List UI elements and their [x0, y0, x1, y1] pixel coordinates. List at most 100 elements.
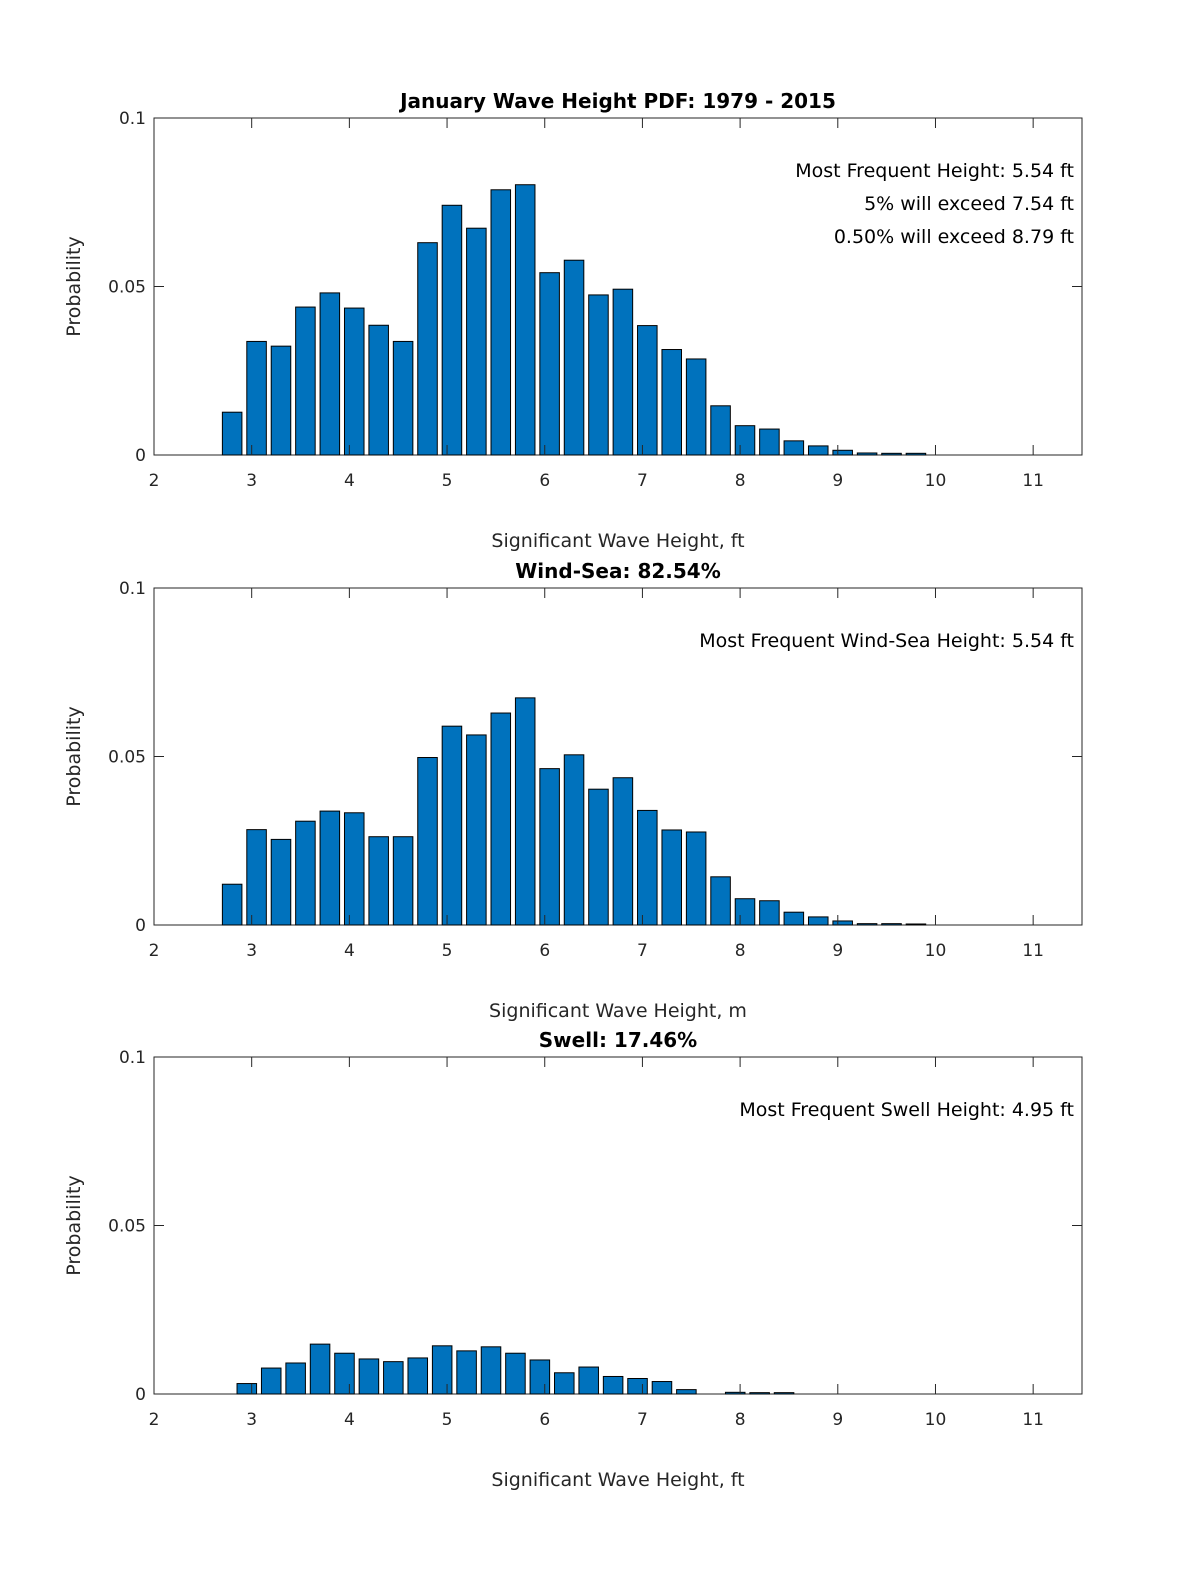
x-tick-label: 3 [246, 471, 257, 491]
bar [685, 358, 707, 456]
bar [343, 812, 365, 926]
y-axis-label: Probability [63, 1175, 85, 1275]
bar [456, 1350, 477, 1395]
x-tick-label: 4 [344, 1410, 355, 1430]
x-tick-label: 4 [344, 941, 355, 961]
x-tick-label: 7 [637, 471, 648, 491]
x-tick-label: 11 [1022, 1410, 1044, 1430]
bar [431, 1345, 453, 1395]
x-tick-label: 9 [832, 941, 843, 961]
y-tick-label: 0.05 [108, 748, 146, 768]
bar [685, 831, 707, 926]
bar [343, 307, 365, 456]
bar [734, 425, 756, 456]
bar [881, 923, 902, 926]
annotation: 5% will exceed 7.54 ft [864, 193, 1074, 215]
x-tick-label: 5 [442, 1410, 453, 1430]
bar [319, 292, 341, 456]
y-tick-label: 0.05 [108, 278, 146, 298]
x-tick-label: 5 [442, 941, 453, 961]
bar [295, 820, 316, 926]
bar [807, 916, 829, 926]
chart-title: Wind-Sea: 82.54% [515, 559, 721, 583]
x-tick-label: 7 [637, 1410, 648, 1430]
x-tick-label: 9 [832, 1410, 843, 1430]
x-tick-label: 8 [735, 941, 746, 961]
x-tick-label: 3 [246, 1410, 257, 1430]
bar [759, 900, 780, 926]
bar [832, 920, 853, 926]
bar [734, 898, 756, 926]
bar [480, 1346, 502, 1395]
x-tick-label: 8 [735, 1410, 746, 1430]
bar [246, 340, 267, 456]
bar [612, 777, 634, 926]
bar [539, 272, 560, 456]
bar [759, 428, 780, 456]
x-tick-label: 7 [637, 941, 648, 961]
subplot-1: 2 3 4 5 6 7 8 9 10 11 0 0.05 0.1 January Wave Height … [63, 89, 1083, 552]
x-tick-label: 10 [925, 941, 947, 961]
axes-box [153, 1056, 1083, 1395]
bar [881, 452, 902, 456]
bar [651, 1381, 673, 1395]
x-tick-label: 2 [149, 471, 160, 491]
x-tick-label: 3 [246, 941, 257, 961]
bar [539, 768, 560, 926]
bar [466, 227, 487, 456]
bar [514, 697, 536, 926]
x-tick-label: 11 [1022, 941, 1044, 961]
x-tick-label: 11 [1022, 471, 1044, 491]
bar [676, 1389, 697, 1395]
bar [724, 1391, 746, 1395]
x-axis-label: Significant Wave Height, m [489, 1000, 747, 1022]
bar [270, 345, 292, 456]
bar [661, 829, 682, 926]
bar [417, 757, 438, 926]
annotation: Most Frequent Swell Height: 4.95 ft [739, 1099, 1074, 1121]
bar [383, 1361, 404, 1395]
bar [236, 1383, 258, 1395]
bar [295, 306, 316, 456]
bar [783, 440, 805, 456]
bar [368, 836, 389, 926]
x-tick-label: 6 [539, 471, 550, 491]
bar [358, 1358, 380, 1395]
x-axis-label: Significant Wave Height, ft [491, 1469, 744, 1491]
bar [285, 1362, 306, 1395]
bar [466, 734, 487, 926]
bar [563, 754, 585, 926]
chart-title: January Wave Height PDF: 1979 - 2015 [398, 89, 836, 113]
y-tick-label: 0.1 [119, 579, 146, 599]
bar [563, 259, 585, 456]
bar [270, 838, 292, 926]
bar [392, 340, 414, 456]
x-tick-label: 2 [149, 1410, 160, 1430]
bar [637, 809, 658, 926]
y-axis-label: Probability [63, 706, 85, 806]
chart-title: Swell: 17.46% [539, 1028, 697, 1052]
bar [246, 829, 267, 926]
annotation: 0.50% will exceed 8.79 ft [834, 226, 1074, 248]
annotation: Most Frequent Height: 5.54 ft [795, 160, 1074, 182]
bar [417, 242, 438, 456]
y-axis-label: Probability [63, 236, 85, 336]
bar [514, 184, 536, 456]
bar [221, 883, 243, 926]
bar [368, 324, 389, 456]
bar [578, 1366, 599, 1395]
bar [407, 1357, 429, 1395]
x-tick-label: 9 [832, 471, 843, 491]
bar [505, 1352, 526, 1395]
bar [490, 712, 512, 926]
bar [905, 923, 927, 926]
bar [856, 923, 878, 926]
bar [588, 294, 609, 456]
bar [637, 325, 658, 456]
bar [260, 1367, 282, 1395]
bar [905, 452, 927, 456]
bar [334, 1352, 355, 1395]
x-tick-label: 6 [539, 941, 550, 961]
bar [832, 449, 853, 456]
